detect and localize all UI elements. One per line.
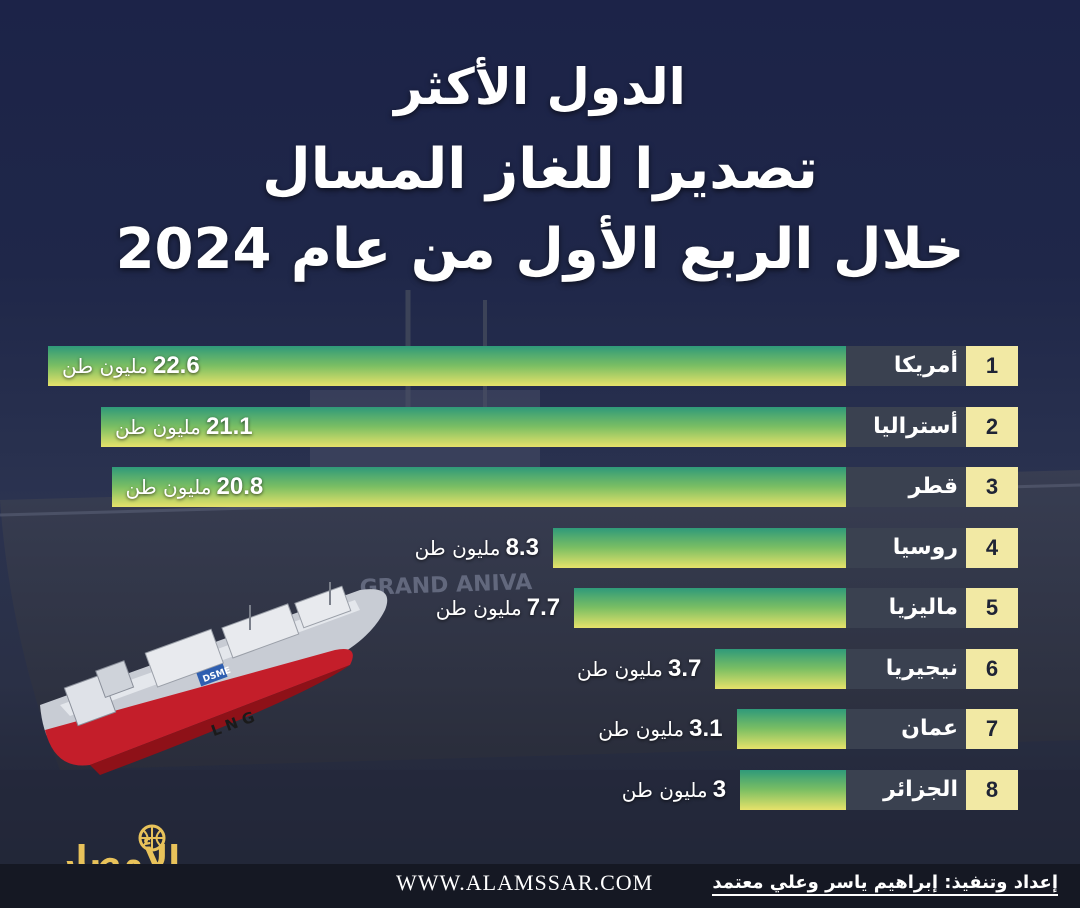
title-line-3: خلال الربع الأول من عام 2024 — [115, 217, 965, 282]
rank-badge: 1 — [966, 346, 1018, 386]
value-unit: مليون طن — [598, 717, 685, 741]
value-number: 3 — [712, 776, 727, 803]
value-label: 22.6 مليون طن — [62, 346, 200, 386]
value-unit: مليون طن — [125, 475, 212, 499]
value-label: 8.3 مليون طن — [415, 528, 539, 568]
bar-row: 22.6 مليون طن أمريكا 1 — [0, 346, 1080, 386]
bar-row: 3.7 مليون طن نيجيريا 6 — [0, 649, 1080, 689]
value-unit: مليون طن — [577, 657, 663, 681]
value-unit: مليون طن — [621, 778, 708, 802]
country-label: عمان — [846, 709, 966, 749]
bar — [100, 407, 846, 447]
bar — [48, 346, 846, 386]
rank-badge: 3 — [966, 467, 1018, 507]
country-label: ماليزيا — [846, 588, 966, 628]
bar — [111, 467, 846, 507]
bar — [574, 588, 846, 628]
country-label: أستراليا — [846, 407, 966, 447]
country-label: نيجيريا — [846, 649, 966, 689]
bar-row: 20.8 مليون طن قطر 3 — [0, 467, 1080, 507]
value-label: 21.1 مليون طن — [115, 407, 253, 447]
bar-row: 21.1 مليون طن أستراليا 2 — [0, 407, 1080, 447]
bar-row: 3.1 مليون طن عمان 7 — [0, 709, 1080, 749]
rank-badge: 7 — [966, 709, 1018, 749]
bar — [740, 770, 846, 810]
country-label: قطر — [846, 467, 966, 507]
footer-bar — [0, 864, 1080, 908]
credits: إعداد وتنفيذ: إبراهيم ياسر وعلي معتمد — [712, 872, 1058, 896]
rank-badge: 5 — [966, 588, 1018, 628]
value-unit: مليون طن — [114, 415, 201, 439]
rank-badge: 2 — [966, 407, 1018, 447]
value-number: 7.7 — [526, 594, 561, 621]
value-label: 3.1 مليون طن — [598, 709, 722, 749]
value-number: 22.6 — [152, 352, 200, 379]
bar-chart: 22.6 مليون طن أمريكا 1 21.1 مليون طن أسترالي… — [0, 330, 1080, 830]
title-line-2: تصديرا للغاز المسال — [262, 137, 818, 202]
value-number: 21.1 — [205, 413, 253, 440]
rank-badge: 4 — [966, 528, 1018, 568]
bar-row: 3 مليون طن الجزائر 8 — [0, 770, 1080, 810]
hull-text: GRAND ANIVA — [359, 570, 532, 601]
value-number: 20.8 — [216, 473, 264, 500]
country-label: الجزائر — [846, 770, 966, 810]
bar — [715, 649, 846, 689]
value-number: 3.7 — [667, 655, 702, 682]
title-line-1: الدول الأكثر — [394, 58, 686, 116]
value-label: 3.7 مليون طن — [577, 649, 701, 689]
value-unit: مليون طن — [414, 536, 501, 560]
value-label: 7.7 مليون طن — [436, 588, 560, 628]
bar-row: 7.7 مليون طن ماليزيا 5 — [0, 588, 1080, 628]
bar — [736, 709, 846, 749]
bar-row: 8.3 مليون طن روسيا 4 — [0, 528, 1080, 568]
value-unit: مليون طن — [435, 596, 522, 620]
rank-badge: 8 — [966, 770, 1018, 810]
website-url: WWW.ALAMSSAR.COM — [396, 870, 654, 895]
rank-badge: 6 — [966, 649, 1018, 689]
lng-tanker-model: DSME L N G — [40, 582, 388, 775]
country-label: روسيا — [846, 528, 966, 568]
value-label: 20.8 مليون طن — [126, 467, 264, 507]
country-label: أمريكا — [846, 346, 966, 386]
value-number: 3.1 — [689, 715, 723, 742]
value-label: 3 مليون طن — [622, 770, 726, 810]
value-number: 8.3 — [505, 534, 539, 561]
value-unit: مليون طن — [62, 354, 148, 378]
bar — [552, 528, 846, 568]
